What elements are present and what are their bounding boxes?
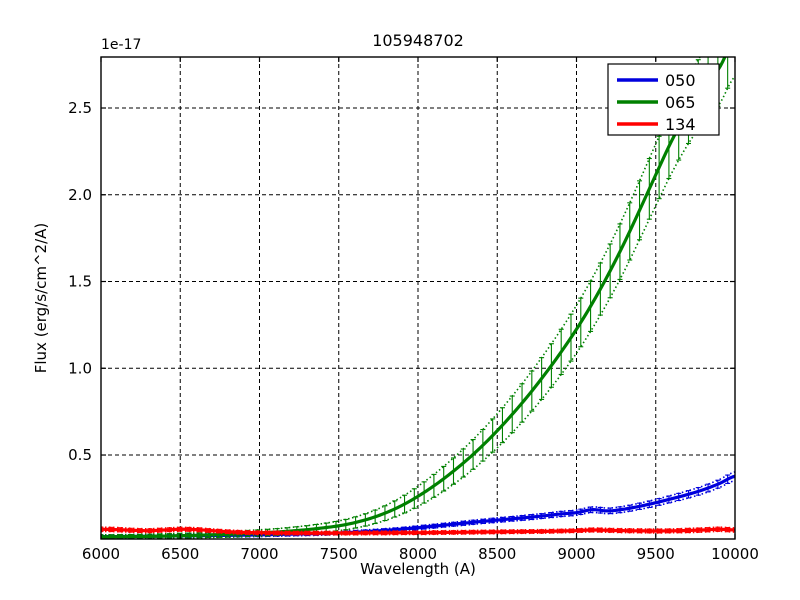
confidence-band-upper-050: [101, 471, 735, 536]
x-tick-label: 10000: [711, 545, 759, 563]
grid-lines: [101, 57, 735, 539]
legend[interactable]: 050 065 134: [607, 63, 720, 136]
x-tick-label: 7500: [320, 545, 358, 563]
x-tick-label: 9000: [557, 545, 595, 563]
legend-label-065: 065: [665, 93, 696, 112]
x-tick-labels: 6000 6500 7000 7500 8000 8500 9000 9500 10000: [82, 545, 759, 563]
y-tick-label: 2.0: [68, 186, 92, 204]
y-tick-label: 2.5: [68, 99, 92, 117]
y-axis-offset-label: 1e-17: [101, 37, 141, 53]
x-tick-label: 7000: [240, 545, 278, 563]
legend-label-134: 134: [665, 115, 696, 134]
x-tick-label: 6500: [161, 545, 199, 563]
y-tick-label: 1.0: [68, 359, 92, 377]
y-tick-label: 1.5: [68, 273, 92, 291]
x-tick-label: 9500: [637, 545, 675, 563]
series-line-134: [101, 527, 735, 535]
y-tick-label: 0.5: [68, 446, 92, 464]
confidence-band-lower-065: [101, 75, 735, 539]
y-axis-label: Flux (erg/s/cm^2/A): [32, 223, 50, 374]
legend-label-050: 050: [665, 71, 696, 90]
x-tick-label: 6000: [82, 545, 120, 563]
series-134: [101, 526, 735, 536]
chart-title: 105948702: [372, 31, 464, 50]
x-tick-label: 8500: [478, 545, 516, 563]
x-tick-label: 8000: [399, 545, 437, 563]
legend-items: 050 065 134: [617, 71, 696, 134]
y-tick-labels: 0.5 1.0 1.5 2.0 2.5: [68, 99, 92, 464]
series-line-065: [101, 57, 727, 539]
confidence-band-lower-050: [101, 479, 735, 539]
axis-ticks: [100, 57, 736, 539]
x-axis-label: Wavelength (A): [360, 560, 476, 578]
data-series-group: [101, 57, 735, 539]
